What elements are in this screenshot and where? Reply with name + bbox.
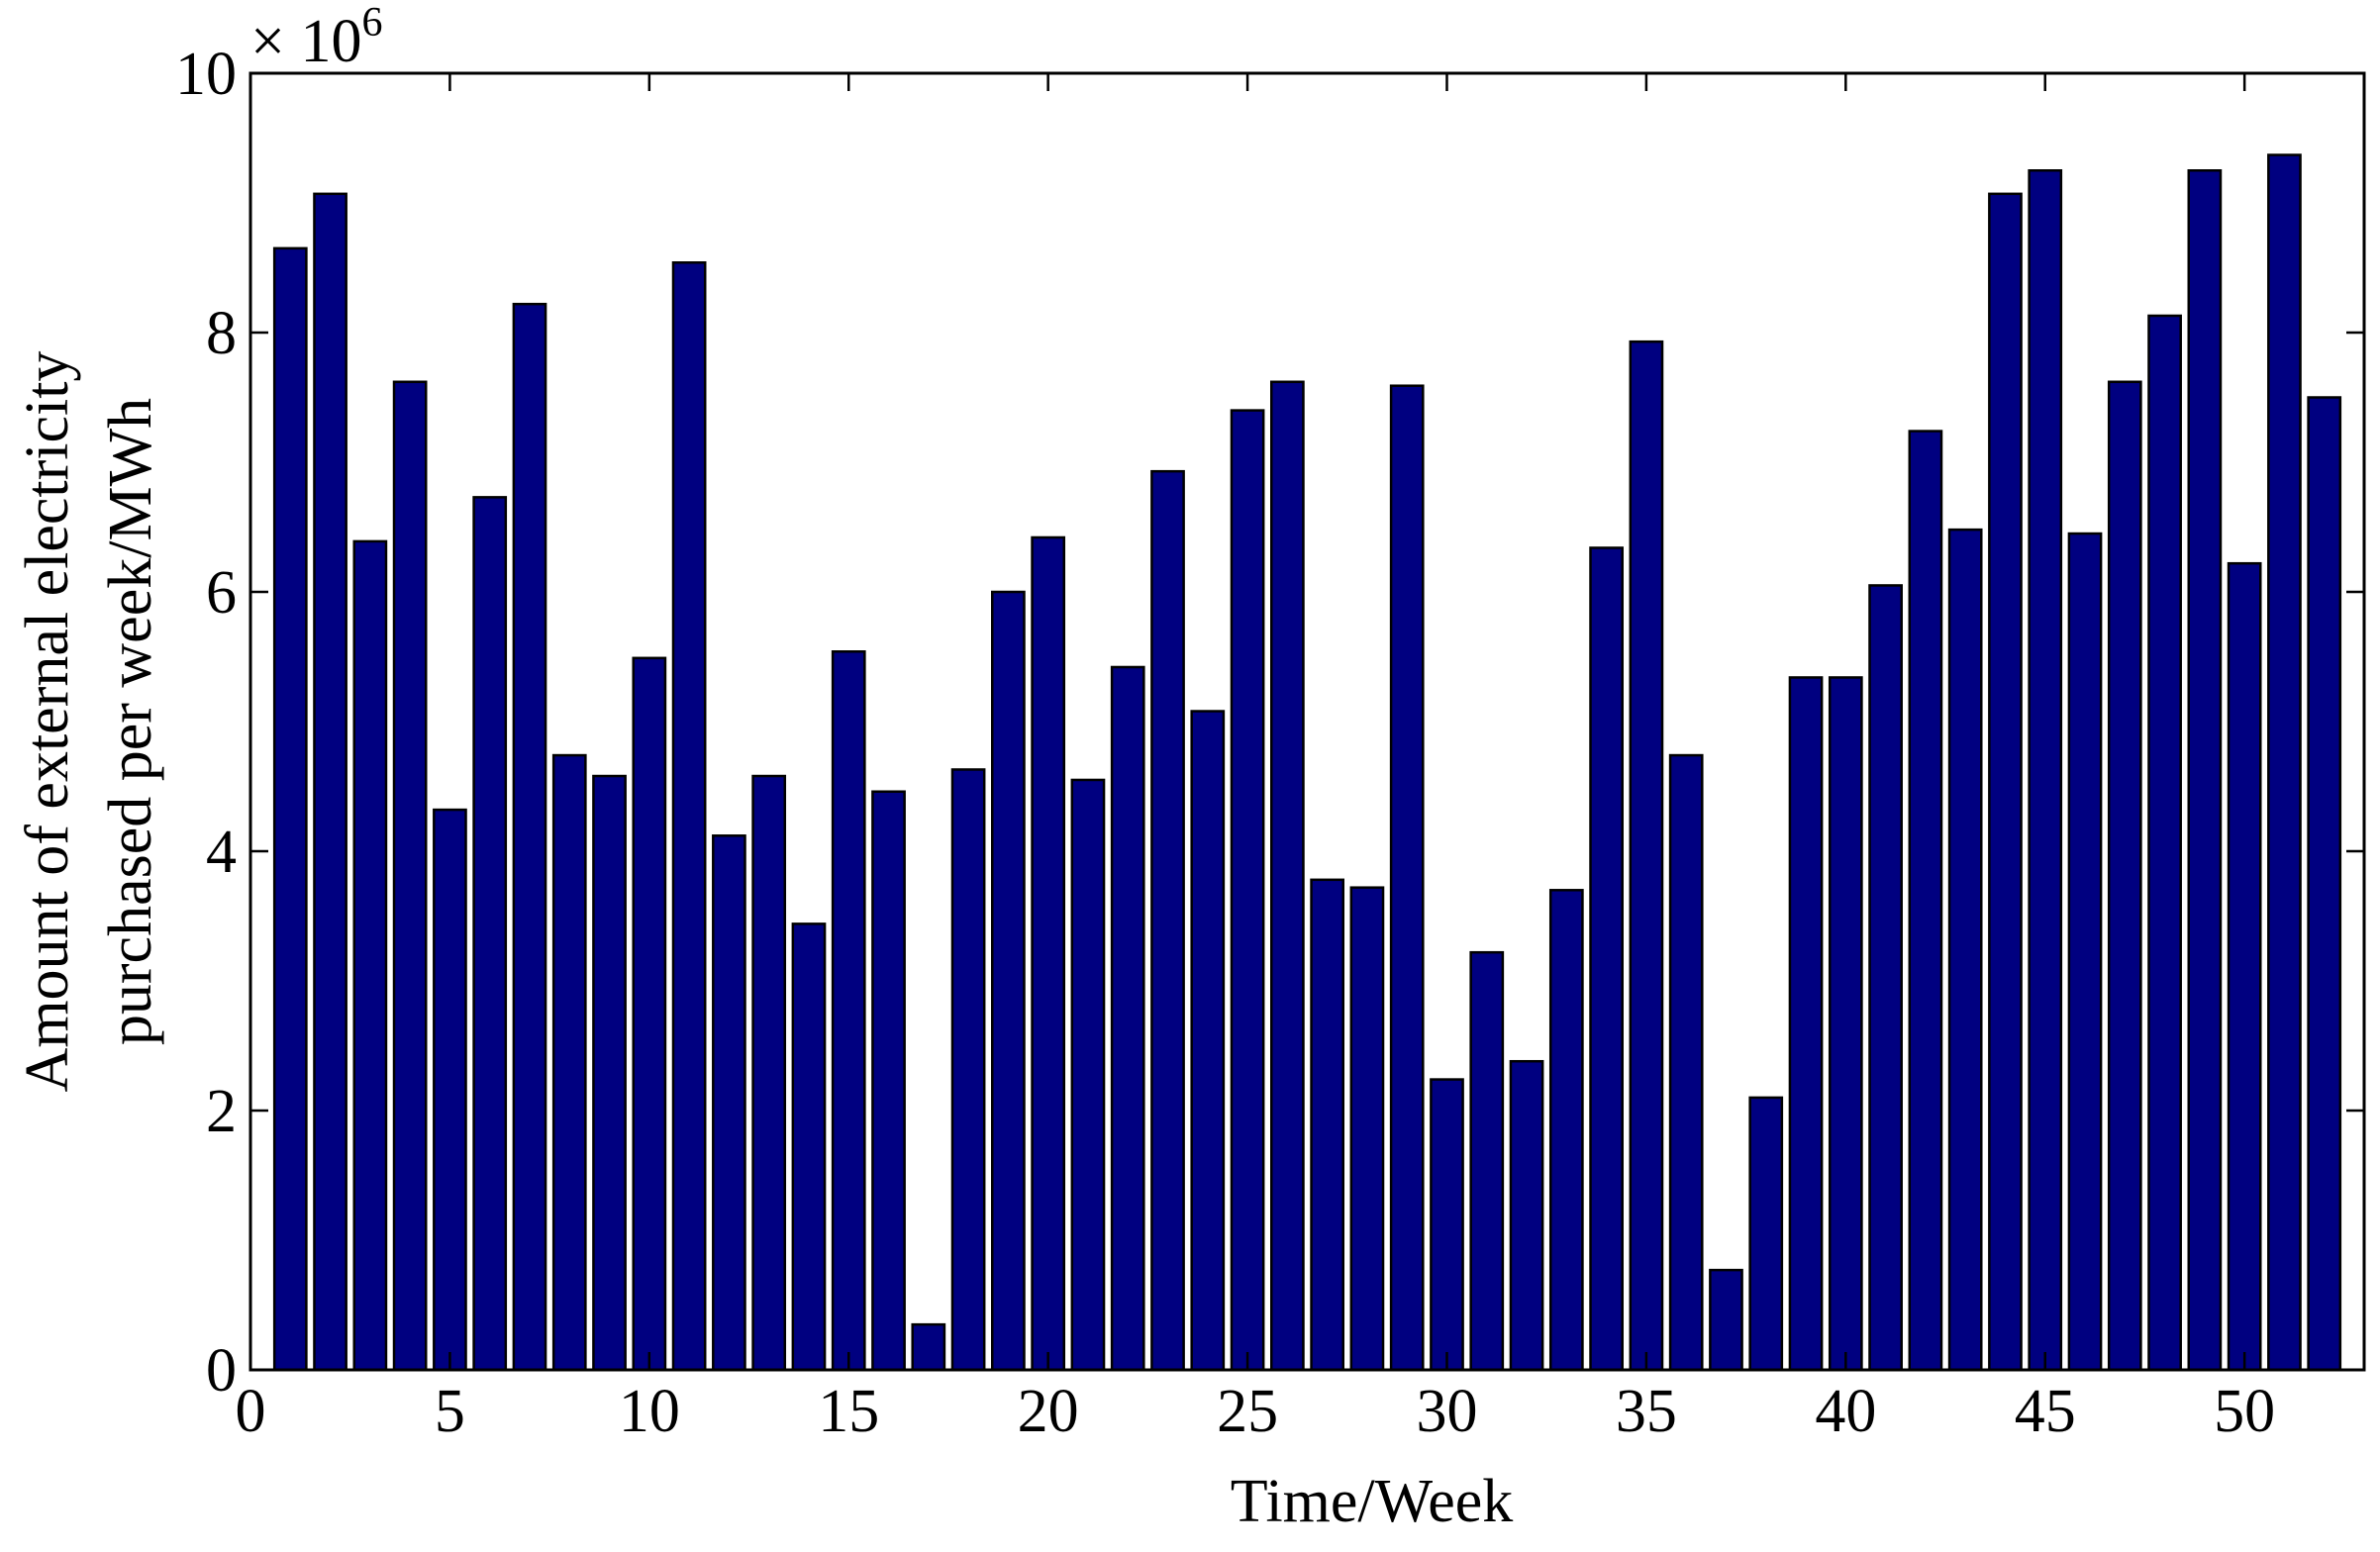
bar-week-13	[751, 774, 787, 1372]
x-tick-label-25: 25	[1217, 1378, 1278, 1445]
bar-week-42	[1908, 430, 1943, 1372]
x-tick-label-45: 45	[2015, 1378, 2076, 1445]
bar-week-45	[2028, 169, 2063, 1372]
bar-week-22	[1110, 665, 1145, 1372]
bar-week-26	[1269, 380, 1305, 1372]
bar-week-28	[1349, 886, 1385, 1372]
bar-week-35	[1629, 340, 1664, 1372]
bar-week-2	[313, 192, 347, 1372]
bar-week-18	[950, 768, 986, 1372]
x-tick-label-50: 50	[2214, 1378, 2275, 1445]
bar-week-51	[2267, 153, 2302, 1372]
bar-week-36	[1668, 753, 1704, 1372]
bar-week-25	[1230, 409, 1265, 1372]
bar-week-19	[991, 590, 1026, 1372]
bar-week-37	[1709, 1268, 1743, 1372]
x-tick-label-20: 20	[1018, 1378, 1079, 1445]
y-tick-label-10: 10	[175, 41, 237, 108]
x-tick-label-40: 40	[1815, 1378, 1876, 1445]
bar-week-20	[1031, 535, 1066, 1372]
y-tick-label-6: 6	[206, 559, 237, 627]
bar-week-5	[433, 808, 467, 1372]
y-axis-title-line-1: Amount of external electricity	[14, 351, 81, 1093]
bar-week-10	[632, 656, 667, 1372]
bar-week-44	[1988, 192, 2023, 1372]
bar-week-24	[1190, 710, 1226, 1372]
y-tick-label-4: 4	[206, 819, 237, 886]
bar-week-39	[1788, 676, 1824, 1372]
bar-week-14	[791, 922, 827, 1372]
plot-frame	[248, 71, 2366, 1372]
bar-week-16	[871, 790, 906, 1372]
bar-week-3	[352, 539, 388, 1372]
bar-week-48	[2147, 314, 2182, 1372]
bar-week-34	[1589, 546, 1624, 1372]
bar-week-33	[1548, 889, 1584, 1372]
y-exponent-base: × 10	[250, 8, 361, 75]
bar-week-40	[1828, 676, 1863, 1372]
bar-week-7	[512, 302, 547, 1372]
x-tick-label-5: 5	[435, 1378, 465, 1445]
bar-week-49	[2187, 169, 2223, 1372]
bar-week-43	[1947, 528, 1983, 1372]
x-tick-label-35: 35	[1616, 1378, 1677, 1445]
y-tick-labels: 0 2 4 6 8 10	[175, 41, 237, 1405]
bar-week-30	[1430, 1078, 1464, 1372]
bar-week-41	[1868, 584, 1903, 1372]
bar-week-27	[1310, 878, 1345, 1372]
x-axis-title: Time/Week	[1231, 1468, 1513, 1535]
x-tick-label-30: 30	[1416, 1378, 1477, 1445]
bar-week-50	[2227, 561, 2262, 1372]
bar-week-32	[1509, 1059, 1544, 1372]
y-exponent-power: 6	[361, 0, 382, 46]
bar-week-9	[592, 774, 627, 1372]
bar-week-17	[911, 1322, 946, 1372]
bar-week-38	[1748, 1096, 1784, 1372]
bar-week-23	[1150, 469, 1185, 1372]
x-tick-label-15: 15	[818, 1378, 879, 1445]
x-tick-label-10: 10	[619, 1378, 680, 1445]
x-tick-labels: 0 5 10 15 20 25 30 35 40 45 50	[236, 1378, 2276, 1445]
bar-week-29	[1389, 384, 1425, 1372]
bars-layer	[272, 153, 2342, 1372]
bar-week-1	[272, 246, 308, 1372]
y-axis-title: Amount of external electricity purchased…	[14, 351, 164, 1093]
bar-week-31	[1469, 950, 1505, 1372]
bar-week-47	[2107, 380, 2142, 1372]
y-exponent-label: × 106	[250, 0, 382, 75]
bar-week-11	[671, 261, 707, 1372]
bar-week-21	[1070, 778, 1106, 1372]
y-tick-label-2: 2	[206, 1078, 237, 1145]
x-tick-label-0: 0	[236, 1378, 266, 1445]
y-axis-title-line-2: purchased per week/MWh	[97, 398, 164, 1045]
bar-week-4	[392, 380, 428, 1372]
bar-week-6	[472, 496, 508, 1372]
bar-week-46	[2067, 532, 2103, 1372]
bar-week-52	[2307, 396, 2342, 1372]
y-tick-label-0: 0	[206, 1337, 237, 1405]
ticks-layer	[248, 71, 2364, 1372]
bar-week-15	[831, 650, 866, 1372]
bar-week-8	[551, 753, 587, 1372]
y-tick-label-8: 8	[206, 300, 237, 367]
bar-week-12	[712, 834, 746, 1372]
